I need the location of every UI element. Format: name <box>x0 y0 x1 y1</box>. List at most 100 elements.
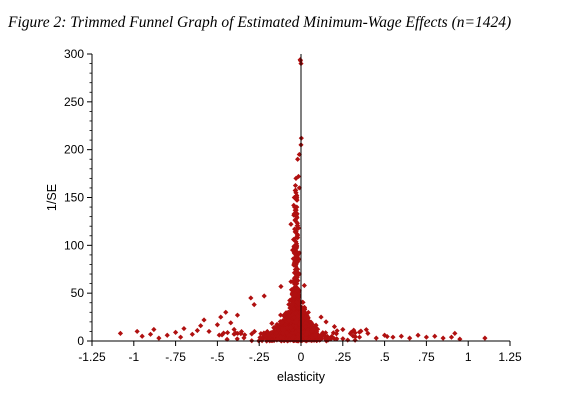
data-point <box>223 309 229 315</box>
data-point <box>365 330 371 336</box>
data-point <box>284 337 290 343</box>
data-point <box>257 334 263 341</box>
data-point <box>334 328 340 334</box>
data-point <box>305 315 311 321</box>
data-point <box>274 337 280 343</box>
data-point <box>286 317 292 323</box>
data-point <box>295 173 302 180</box>
data-point <box>345 337 351 343</box>
data-point <box>220 330 227 336</box>
data-point <box>285 332 291 338</box>
chart-title: Figure 2: Trimmed Funnel Graph of Estima… <box>8 14 512 31</box>
data-point <box>292 229 298 235</box>
data-point <box>330 330 336 336</box>
data-point <box>295 156 301 162</box>
data-point <box>432 333 438 339</box>
data-point <box>233 330 239 336</box>
data-point <box>340 336 346 342</box>
data-point <box>294 215 300 221</box>
data-point <box>323 330 329 336</box>
data-point <box>249 331 255 337</box>
data-point <box>274 330 280 336</box>
data-point <box>340 326 346 333</box>
data-point <box>292 187 298 194</box>
data-point <box>294 249 300 255</box>
data-point <box>194 327 200 334</box>
data-point <box>117 330 124 336</box>
y-tick-label: 300 <box>64 47 84 61</box>
data-point <box>178 334 184 340</box>
data-point <box>382 332 388 338</box>
data-point <box>291 306 297 312</box>
data-point <box>271 330 278 337</box>
data-point <box>228 320 234 326</box>
data-point <box>281 328 287 335</box>
data-point <box>275 327 282 333</box>
data-point <box>251 328 258 335</box>
data-point <box>294 272 300 279</box>
y-tick-label: 250 <box>64 95 84 109</box>
data-point <box>288 332 294 338</box>
y-axis-label: 1/SE <box>45 184 59 211</box>
axes: 0 50 100 150 200 250 300 -1.25 -1 -.75 -.5 -.25 0 .25… <box>64 47 522 364</box>
data-point <box>292 226 298 232</box>
data-point <box>292 290 298 297</box>
data-point <box>164 332 170 338</box>
data-point <box>293 269 299 275</box>
data-point <box>282 312 288 318</box>
data-point <box>295 313 301 319</box>
data-point <box>134 328 140 335</box>
data-point <box>304 337 311 343</box>
y-tick-label: 100 <box>64 238 84 252</box>
data-point <box>356 334 363 340</box>
x-tick-label: 1 <box>465 350 472 364</box>
data-point <box>206 328 212 335</box>
data-point <box>284 325 290 331</box>
data-point <box>303 324 309 330</box>
data-point <box>452 330 458 336</box>
data-point <box>373 335 379 341</box>
data-point <box>224 330 231 336</box>
data-point <box>407 335 413 341</box>
data-point <box>304 313 310 319</box>
data-point <box>261 293 267 299</box>
data-point <box>294 287 300 294</box>
data-point <box>295 301 302 307</box>
data-point <box>315 333 322 339</box>
data-point <box>291 315 297 321</box>
data-point <box>218 314 224 320</box>
data-point <box>292 251 298 257</box>
y-tick-label: 150 <box>64 191 84 205</box>
data-point <box>283 336 289 342</box>
data-point <box>231 326 237 333</box>
data-point <box>273 325 279 331</box>
data-point <box>151 326 157 333</box>
y-tick-label: 0 <box>77 334 84 348</box>
data-point <box>260 331 266 337</box>
x-tick-label: -.75 <box>165 350 186 364</box>
data-point <box>328 336 334 342</box>
data-point <box>297 58 304 64</box>
data-point <box>291 202 297 208</box>
data-point <box>293 319 299 325</box>
y-tick-label: 200 <box>64 143 84 157</box>
data-point <box>311 325 317 331</box>
data-point <box>292 286 298 292</box>
data-point <box>278 312 284 318</box>
data-point <box>301 304 308 310</box>
data-point <box>482 335 488 341</box>
data-point <box>294 299 300 305</box>
data-point <box>423 334 429 340</box>
data-point <box>293 235 299 241</box>
data-point <box>287 310 293 317</box>
data-point <box>293 310 299 317</box>
data-point <box>363 327 369 333</box>
data-point <box>301 282 307 289</box>
data-point <box>347 331 354 337</box>
data-point <box>283 310 289 316</box>
data-point <box>323 336 329 342</box>
data-point <box>293 196 300 202</box>
data-point <box>358 328 364 334</box>
x-axis-label: elasticity <box>277 370 326 384</box>
